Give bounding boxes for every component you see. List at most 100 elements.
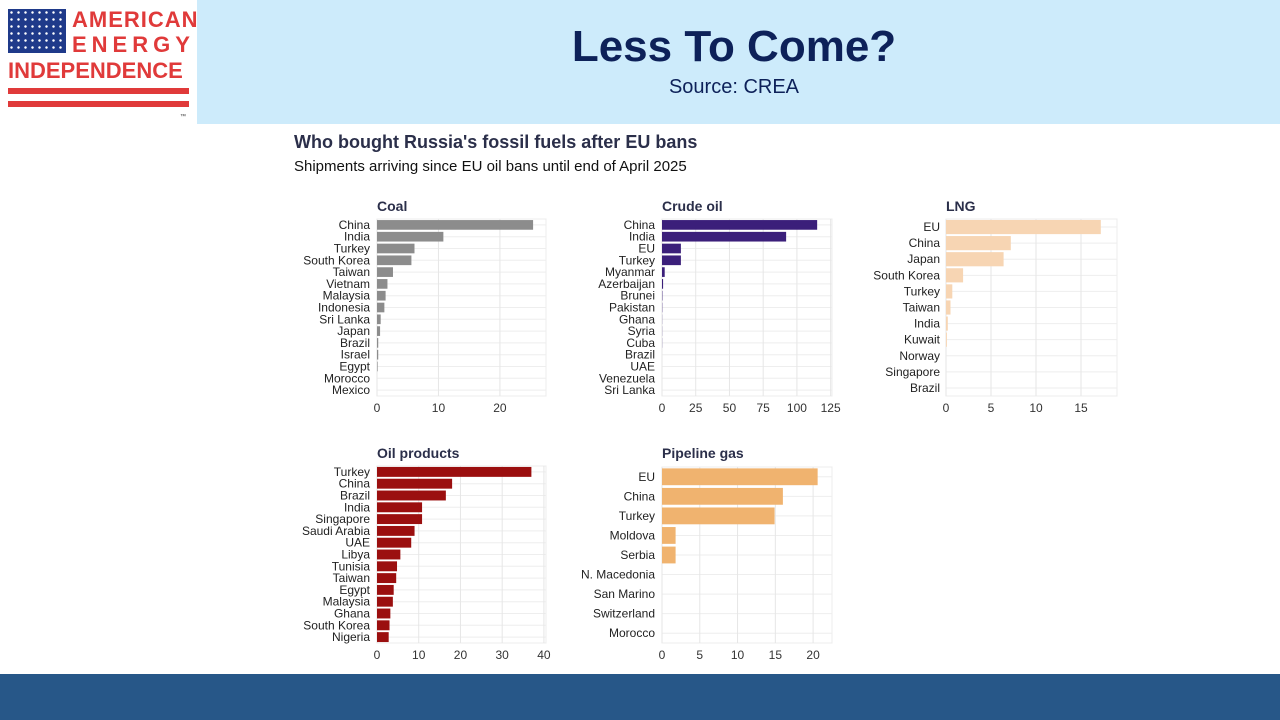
bar [377,620,390,631]
flag-canton-icon [8,9,66,53]
tick-label: 0 [659,401,666,415]
bar [662,220,818,230]
category-label: Syria [628,324,656,338]
category-label: Cuba [626,336,655,350]
category-label: Turkey [334,465,370,479]
category-label: Norway [899,349,940,363]
bar [377,243,415,254]
tick-label: 100 [787,401,807,415]
category-label: Moldova [610,528,656,542]
category-label: Azerbaijan [598,277,655,291]
category-label: Ghana [334,607,370,621]
category-label: Malaysia [323,289,371,303]
bar [377,596,393,607]
footer-band [0,674,1280,720]
category-label: Taiwan [903,301,940,315]
bar [377,514,423,525]
tick-label: 25 [689,401,703,415]
tick-label: 15 [769,648,783,662]
category-label: South Korea [303,253,370,267]
category-label: Turkey [334,242,370,256]
tick-label: 0 [659,648,666,662]
category-label: Ghana [619,312,655,326]
bar [377,478,453,489]
category-label: Serbia [620,548,655,562]
category-label: Brazil [910,381,940,395]
tick-label: 5 [696,648,703,662]
slide-source: Source: CREA [668,76,800,98]
bar [377,338,379,348]
category-label: Sri Lanka [604,383,655,397]
category-label: Libya [341,548,370,562]
category-label: Venezuela [599,371,655,385]
category-label: UAE [630,360,655,374]
category-label: China [339,477,371,491]
category-label: Brazil [340,489,370,503]
category-label: Singapore [885,365,940,379]
bar [662,243,681,254]
category-label: China [339,218,371,232]
panel-title: Crude oil [662,198,723,214]
category-label: Kuwait [904,333,941,347]
category-label: Malaysia [323,595,371,609]
bar [377,220,534,230]
bar [377,314,381,325]
bar [377,525,415,536]
bar [946,219,1101,235]
logo-line-2: ENERGY [72,32,195,57]
tick-label: 10 [412,648,426,662]
tick-label: 0 [374,648,381,662]
category-label: Japan [907,252,940,266]
bar [377,279,388,289]
category-label: Vietnam [326,277,370,291]
panel-title: Coal [377,198,407,214]
tick-label: 0 [943,401,950,415]
category-label: China [624,489,656,503]
category-label: San Marino [594,587,656,601]
category-label: N. Macedonia [581,568,655,582]
category-label: India [914,317,940,331]
category-label: Singapore [315,512,370,526]
bar [377,349,379,360]
tick-label: 50 [723,401,737,415]
bar [662,267,665,277]
category-label: Brunei [620,289,655,303]
category-label: South Korea [873,268,940,282]
bar [377,361,378,372]
category-label: Israel [341,348,370,362]
bar [946,252,1004,267]
bar [662,231,787,242]
bar [946,268,964,283]
bar [662,255,681,266]
category-label: Turkey [619,253,655,267]
bar [377,302,385,313]
category-label: South Korea [303,618,370,632]
category-label: Egypt [339,360,370,374]
bar [377,632,389,643]
category-label: Turkey [619,509,655,523]
bar [377,502,423,513]
figure-title: Who bought Russia's fossil fuels after E… [294,132,698,152]
category-label: Pakistan [609,301,655,315]
bar [662,279,664,289]
bar [377,466,532,477]
category-label: Taiwan [333,265,370,279]
tick-label: 125 [821,401,841,415]
category-label: Turkey [904,284,940,298]
bar [377,549,401,560]
tick-label: 10 [1029,401,1043,415]
bar [662,487,783,505]
tick-label: 15 [1074,401,1088,415]
category-label: Myanmar [605,265,655,279]
category-label: India [344,230,370,244]
tick-label: 40 [537,648,551,662]
bar [377,231,444,242]
tick-label: 20 [454,648,468,662]
category-label: Mexico [332,383,370,397]
bar [662,527,676,544]
category-label: Morocco [609,626,655,640]
category-label: Taiwan [333,571,370,585]
category-label: India [344,500,370,514]
category-label: Tunisia [332,559,371,573]
bar [377,255,412,266]
